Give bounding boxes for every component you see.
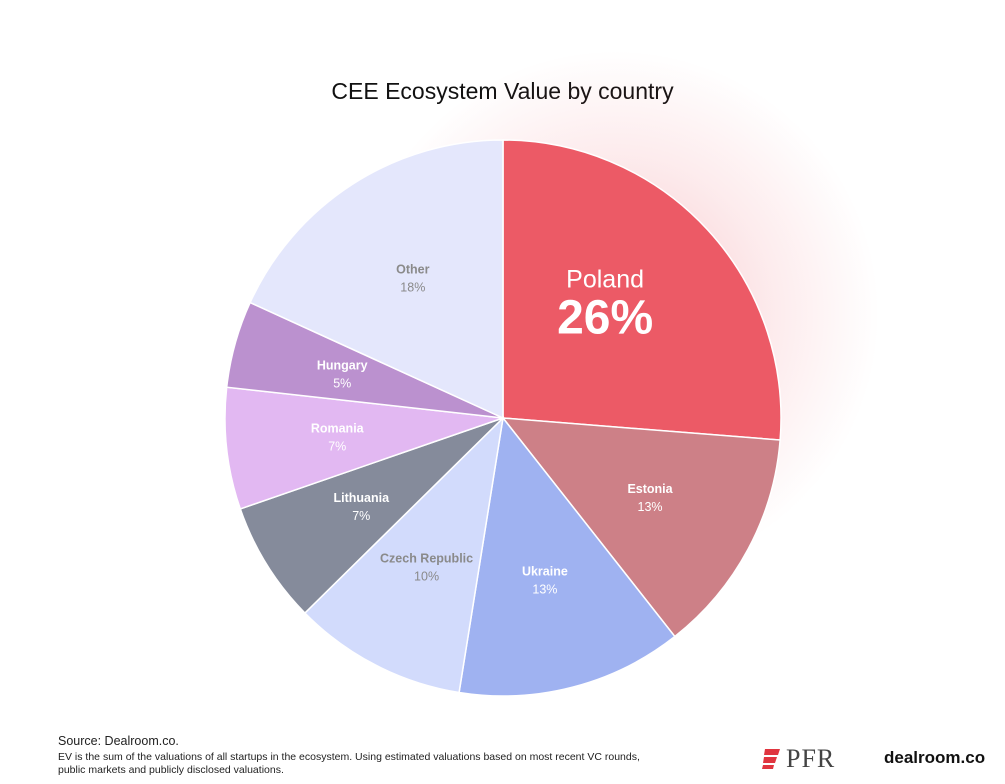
slice-label-ukraine: Ukraine — [522, 564, 568, 578]
methodology-note: EV is the sum of the valuations of all s… — [58, 751, 640, 776]
pfr-logo-text: PFR — [786, 744, 836, 773]
pie-slice-romania — [224, 386, 504, 510]
slice-label-czech-republic: Czech Republic — [380, 551, 473, 565]
slice-value-czech-republic: 10% — [414, 569, 439, 583]
pie-slices — [224, 139, 782, 697]
pie-slice-czech-republic — [303, 415, 505, 694]
slice-value-romania: 7% — [328, 439, 346, 453]
slice-value-poland: 26% — [557, 292, 653, 345]
slice-label-estonia: Estonia — [627, 482, 673, 496]
pie-slice-other — [249, 139, 504, 420]
slice-label-other: Other — [396, 263, 429, 277]
slice-value-lithuania: 7% — [352, 509, 370, 523]
pie-slice-estonia — [501, 417, 781, 638]
slice-label-lithuania: Lithuania — [333, 491, 390, 505]
slice-label-hungary: Hungary — [317, 359, 368, 373]
source-note: Source: Dealroom.co. — [58, 734, 179, 748]
pfr-mark-icon — [762, 749, 780, 769]
pie-slice-poland — [502, 139, 782, 441]
pfr-logo: PFR — [762, 744, 835, 774]
slice-value-estonia: 13% — [638, 500, 663, 514]
slice-value-ukraine: 13% — [532, 582, 557, 596]
slice-value-hungary: 5% — [333, 377, 351, 391]
pie-slice-lithuania — [239, 417, 504, 615]
slice-label-romania: Romania — [311, 421, 365, 435]
slice-value-other: 18% — [400, 281, 425, 295]
dealroom-logo: dealroom.co — [884, 748, 986, 767]
slice-label-poland: Poland — [566, 266, 644, 294]
pie-slice-ukraine — [458, 416, 676, 697]
